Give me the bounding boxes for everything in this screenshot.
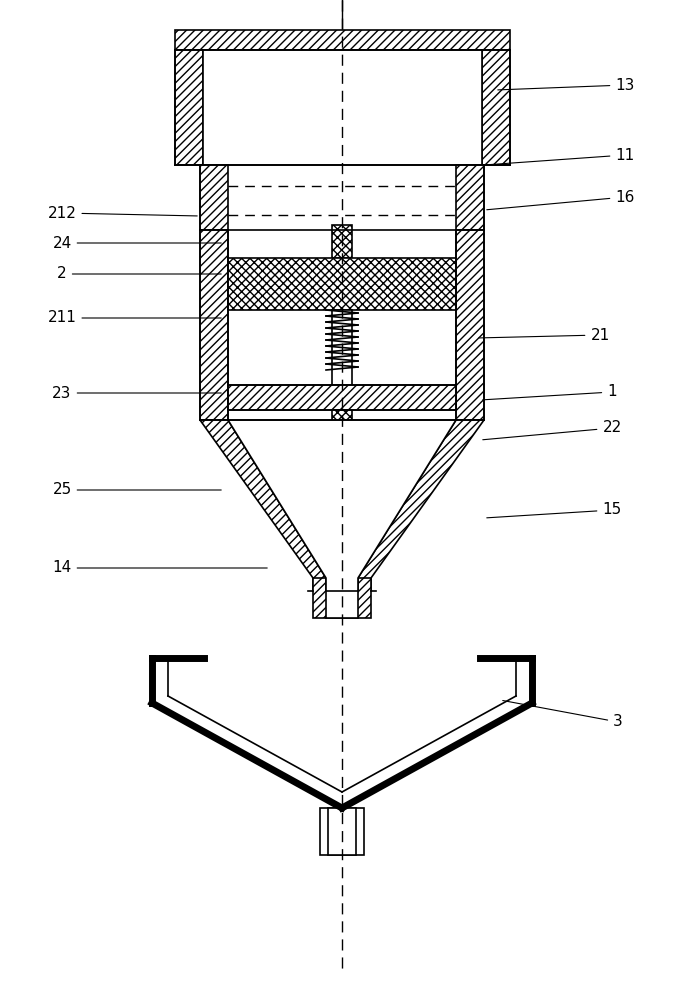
Text: 15: 15 <box>487 502 622 518</box>
Text: 21: 21 <box>479 328 609 342</box>
Bar <box>328 808 356 855</box>
Text: 13: 13 <box>498 78 635 93</box>
Bar <box>203 50 482 165</box>
Bar <box>456 230 484 420</box>
Bar <box>456 165 484 230</box>
Text: 25: 25 <box>53 483 221 497</box>
Text: 212: 212 <box>48 206 197 221</box>
Bar <box>332 225 352 258</box>
Text: 22: 22 <box>483 420 622 440</box>
Text: 211: 211 <box>48 310 221 326</box>
Bar <box>228 258 250 282</box>
Bar <box>200 230 228 420</box>
Polygon shape <box>200 420 326 591</box>
Bar <box>175 50 203 165</box>
Polygon shape <box>358 420 484 591</box>
Bar <box>200 165 228 230</box>
Bar <box>482 50 510 165</box>
Text: 16: 16 <box>487 190 635 210</box>
Text: 11: 11 <box>487 147 635 165</box>
Bar <box>326 578 358 618</box>
Bar <box>434 258 456 282</box>
Text: 3: 3 <box>503 701 623 730</box>
Text: 2: 2 <box>57 266 221 282</box>
Text: 14: 14 <box>53 560 267 576</box>
Bar <box>228 258 456 310</box>
Polygon shape <box>228 420 456 591</box>
Bar <box>332 310 352 385</box>
Bar <box>228 385 456 410</box>
Bar <box>320 808 364 855</box>
Text: 24: 24 <box>53 235 221 250</box>
Bar <box>175 30 510 50</box>
Bar <box>332 410 352 435</box>
Text: 1: 1 <box>483 384 617 400</box>
Bar <box>313 578 371 618</box>
Text: 23: 23 <box>52 385 221 400</box>
